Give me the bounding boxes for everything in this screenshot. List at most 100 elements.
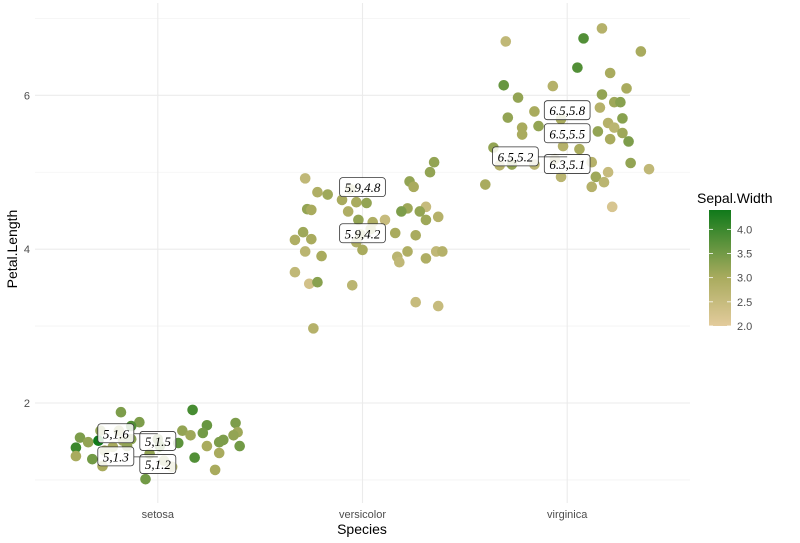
data-point [408,181,419,193]
data-point [289,266,301,278]
data-point [604,67,616,79]
point-label: 6.5,5.2 [492,146,568,167]
label-text: 5,1.6 [103,426,130,441]
label-text: 6.3,5.1 [549,157,585,172]
label-text: 5,1.2 [145,457,172,472]
x-axis-title: Species [337,521,387,537]
data-point [299,246,311,257]
label-box [543,154,591,174]
data-point [596,89,608,100]
data-point [635,46,647,57]
x-tick-label: virginica [547,509,588,521]
label-text: 6.5,5.8 [549,103,585,118]
data-point [586,181,598,193]
data-point [297,226,309,238]
data-point [615,96,626,108]
data-point [574,143,585,155]
legend-tick-label: 4.0 [737,224,752,236]
data-point [480,179,491,190]
data-point [336,194,348,206]
point-label: 6.3,5.1 [543,154,591,174]
data-point [643,163,655,175]
label-text: 5.9,4.8 [345,180,381,195]
data-point [312,186,323,198]
data-point [189,452,200,463]
data-point [592,126,604,137]
data-point [437,246,448,257]
data-point [617,127,628,139]
label-text: 6.5,5.5 [549,126,585,141]
data-point [357,244,368,256]
label-text: 5,1.3 [103,449,130,464]
y-axis-ticks: 2 4 6 [24,90,30,410]
point-label: 5.9,4.2 [339,223,386,244]
y-tick-label: 4 [24,244,30,256]
legend-tick-label: 2.5 [737,297,752,309]
data-point [555,171,567,183]
data-point [410,230,422,241]
legend: Sepal.Width 2.0 2.5 3.0 3.5 4.0 [697,190,772,333]
data-point [201,440,213,452]
data-point [500,36,512,47]
data-point [140,473,151,485]
data-point [410,296,422,308]
data-point [70,442,82,453]
data-point [394,256,405,268]
data-point [621,83,632,94]
data-point [346,280,358,291]
label-box [339,177,386,198]
label-text: 5,1.5 [145,434,172,449]
legend-title: Sepal.Width [697,190,772,206]
x-axis-ticks: setosa versicolor virginica [142,509,589,521]
legend-colorbar [709,210,731,326]
legend-tick-label: 3.5 [737,249,752,261]
data-point [342,206,354,217]
data-point [82,436,94,448]
data-point [70,450,82,462]
data-point [590,171,602,183]
data-point [623,136,634,147]
label-box [543,123,591,144]
legend-tick-label: 2.0 [737,321,752,333]
data-point [115,406,127,418]
data-point [353,214,364,226]
data-point [177,425,188,436]
point-label: 5,1.6 [97,423,158,444]
data-point [379,214,391,226]
data-point [606,201,618,213]
data-point [213,436,225,448]
y-axis-title: Petal.Length [4,210,20,289]
label-box [139,454,177,474]
data-point [498,80,510,91]
x-tick-label: setosa [142,509,175,521]
label-box [97,423,135,444]
data-point [512,92,524,103]
data-point [594,102,606,113]
data-point [608,122,620,133]
data-point [420,253,432,264]
label-text: 5.9,4.2 [345,226,381,241]
data-point [547,80,559,92]
label-box [339,223,386,244]
label-box [97,446,135,467]
data-point [604,133,616,145]
data-point [572,62,583,73]
data-point [134,416,145,428]
data-point [533,120,544,132]
label-box [543,100,591,121]
data-point [289,234,301,246]
data-point [74,432,86,443]
data-point [602,166,614,178]
point-label: 5.9,4.8 [339,177,386,198]
data-point [598,176,610,188]
data-point [617,113,628,124]
data-point [578,33,589,44]
data-point [502,112,514,123]
y-tick-label: 6 [24,90,30,102]
data-point [432,300,444,312]
data-point [529,106,540,117]
data-point [428,156,440,168]
point-label: 5,1.3 [97,446,158,467]
point-label: 6.5,5.8 [543,100,591,121]
point-labels-layer: 5,1.5 5,1.6 5,1.2 5,1.3 5.9,4.8 5.9,4.2 6.5,5.… [97,100,591,474]
